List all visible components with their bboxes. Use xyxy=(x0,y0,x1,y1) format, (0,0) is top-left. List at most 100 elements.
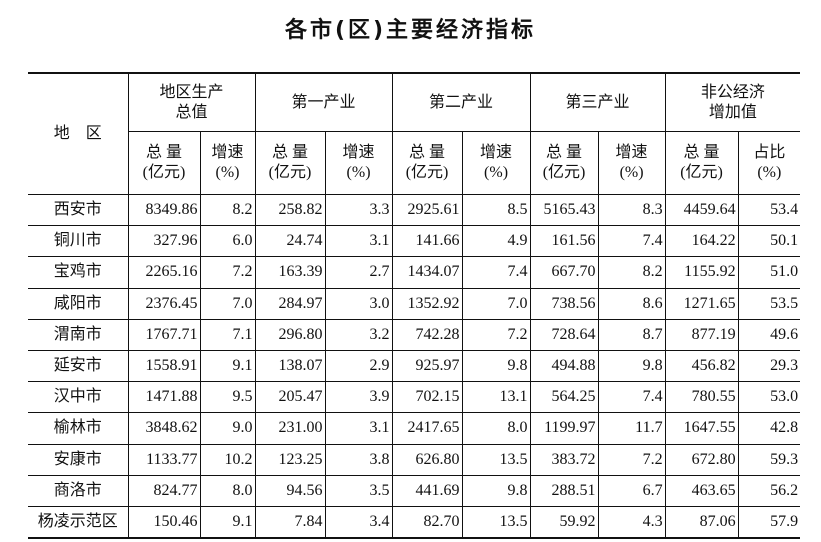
value-cell: 5165.43 xyxy=(529,193,599,227)
value-cell: 2.7 xyxy=(324,256,393,289)
region-cell: 宝鸡市 xyxy=(28,256,129,289)
value-cell: 7.0 xyxy=(461,287,531,320)
value-cell: 24.74 xyxy=(254,225,326,258)
subheader: 总 量 (亿元) xyxy=(254,131,326,195)
value-cell: 667.70 xyxy=(529,256,599,289)
data-row: 延安市 1558.91 9.1 138.07 2.9 925.97 9.8 494.88 9.8… xyxy=(28,349,801,383)
value-cell: 10.2 xyxy=(199,443,256,476)
value-cell: 877.19 xyxy=(664,318,739,351)
header-row: 地 区地区生产 总值 第一产业 第二产业 第三产业 非公经济 增加值 xyxy=(28,72,801,195)
value-cell: 463.65 xyxy=(664,474,739,507)
subheader: 增速 (%) xyxy=(199,131,256,195)
value-cell: 7.1 xyxy=(199,318,256,351)
value-cell: 7.4 xyxy=(597,381,666,414)
region-cell: 铜川市 xyxy=(28,225,129,258)
value-cell: 925.97 xyxy=(391,349,463,383)
value-cell: 288.51 xyxy=(529,474,599,507)
value-cell: 9.0 xyxy=(199,412,256,445)
value-cell: 13.1 xyxy=(461,381,531,414)
value-cell: 672.80 xyxy=(664,443,739,476)
value-cell: 231.00 xyxy=(254,412,326,445)
value-cell: 82.70 xyxy=(391,505,463,539)
value-cell: 3.1 xyxy=(324,412,393,445)
value-cell: 138.07 xyxy=(254,349,326,383)
value-cell: 56.2 xyxy=(737,474,801,507)
value-cell: 9.1 xyxy=(199,349,256,383)
value-cell: 53.5 xyxy=(737,287,801,320)
region-cell: 安康市 xyxy=(28,443,129,476)
value-cell: 8.7 xyxy=(597,318,666,351)
value-cell: 87.06 xyxy=(664,505,739,539)
value-cell: 42.8 xyxy=(737,412,801,445)
value-cell: 4459.64 xyxy=(664,193,739,227)
subheader: 占比 (%) xyxy=(737,131,801,195)
value-cell: 383.72 xyxy=(529,443,599,476)
region-cell: 延安市 xyxy=(28,349,129,383)
subheader: 总 量 (亿元) xyxy=(529,131,599,195)
value-cell: 8.2 xyxy=(199,193,256,227)
value-cell: 29.3 xyxy=(737,349,801,383)
value-cell: 9.8 xyxy=(461,349,531,383)
value-cell: 702.15 xyxy=(391,381,463,414)
value-cell: 8.2 xyxy=(597,256,666,289)
data-row: 安康市 1133.77 10.2 123.25 3.8 626.80 13.5 383.72 7… xyxy=(28,443,801,476)
data-row: 商洛市 824.77 8.0 94.56 3.5 441.69 9.8 288.51 6.7 46… xyxy=(28,474,801,507)
value-cell: 494.88 xyxy=(529,349,599,383)
value-cell: 161.56 xyxy=(529,225,599,258)
value-cell: 53.0 xyxy=(737,381,801,414)
value-cell: 7.2 xyxy=(597,443,666,476)
subheader: 增速 (%) xyxy=(597,131,666,195)
corner-header: 地 区 xyxy=(28,72,129,195)
value-cell: 9.1 xyxy=(199,505,256,539)
value-cell: 7.84 xyxy=(254,505,326,539)
value-cell: 2376.45 xyxy=(127,287,201,320)
value-cell: 2925.61 xyxy=(391,193,463,227)
value-cell: 3.0 xyxy=(324,287,393,320)
value-cell: 141.66 xyxy=(391,225,463,258)
value-cell: 1133.77 xyxy=(127,443,201,476)
value-cell: 49.6 xyxy=(737,318,801,351)
subheader: 增速 (%) xyxy=(461,131,531,195)
data-row: 咸阳市 2376.45 7.0 284.97 3.0 1352.92 7.0 738.56 8.… xyxy=(28,287,801,320)
value-cell: 1471.88 xyxy=(127,381,201,414)
value-cell: 13.5 xyxy=(461,505,531,539)
value-cell: 9.5 xyxy=(199,381,256,414)
region-cell: 商洛市 xyxy=(28,474,129,507)
value-cell: 8.3 xyxy=(597,193,666,227)
value-cell: 2.9 xyxy=(324,349,393,383)
value-cell: 8349.86 xyxy=(127,193,201,227)
value-cell: 2265.16 xyxy=(127,256,201,289)
value-cell: 1558.91 xyxy=(127,349,201,383)
value-cell: 1199.97 xyxy=(529,412,599,445)
value-cell: 57.9 xyxy=(737,505,801,539)
value-cell: 9.8 xyxy=(461,474,531,507)
value-cell: 8.5 xyxy=(461,193,531,227)
value-cell: 3.1 xyxy=(324,225,393,258)
subheader-row: 总 量 (亿元) 增速 (%) 总 量 (亿元) 增速 (%) 总 量 (亿元) 增速 (… xyxy=(28,131,801,195)
value-cell: 1647.55 xyxy=(664,412,739,445)
data-row: 铜川市 327.96 6.0 24.74 3.1 141.66 4.9 161.56 7.4 16… xyxy=(28,225,801,258)
value-cell: 9.8 xyxy=(597,349,666,383)
value-cell: 123.25 xyxy=(254,443,326,476)
data-row: 西安市 8349.86 8.2 258.82 3.3 2925.61 8.5 5165.43 8… xyxy=(28,193,801,227)
subheader: 总 量 (亿元) xyxy=(391,131,463,195)
data-row: 杨凌示范区 150.46 9.1 7.84 3.4 82.70 13.5 59.92 4.3 87… xyxy=(28,505,801,539)
region-cell: 汉中市 xyxy=(28,381,129,414)
value-cell: 1271.65 xyxy=(664,287,739,320)
value-cell: 8.6 xyxy=(597,287,666,320)
subheader: 总 量 (亿元) xyxy=(664,131,739,195)
value-cell: 6.0 xyxy=(199,225,256,258)
value-cell: 4.9 xyxy=(461,225,531,258)
value-cell: 7.4 xyxy=(461,256,531,289)
value-cell: 205.47 xyxy=(254,381,326,414)
value-cell: 456.82 xyxy=(664,349,739,383)
group-header: 第一产业 xyxy=(254,72,393,132)
value-cell: 296.80 xyxy=(254,318,326,351)
table: 地 区地区生产 总值 第一产业 第二产业 第三产业 非公经济 增加值总 量 (亿元) 增速… xyxy=(28,72,801,540)
value-cell: 8.0 xyxy=(199,474,256,507)
group-header: 地区生产 总值 xyxy=(127,72,256,132)
value-cell: 742.28 xyxy=(391,318,463,351)
title: 各市(区)主要经济指标 xyxy=(284,18,537,43)
value-cell: 738.56 xyxy=(529,287,599,320)
